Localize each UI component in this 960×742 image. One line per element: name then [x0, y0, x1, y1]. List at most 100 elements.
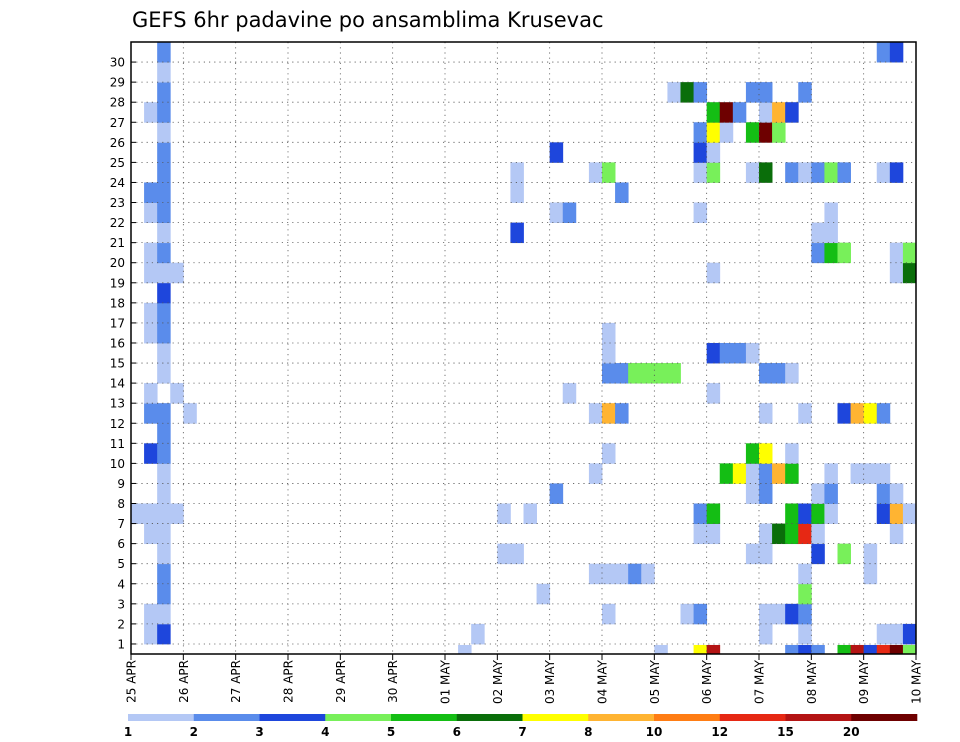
legend-label: 20: [843, 725, 860, 739]
heatmap-cell: [811, 523, 825, 545]
y-tick-label: 25: [110, 156, 125, 170]
heatmap-cell: [876, 623, 891, 645]
y-tick-label: 7: [117, 517, 125, 531]
heatmap-cell: [549, 202, 564, 223]
x-tick-label: 29 APR: [334, 660, 348, 703]
y-tick-label: 29: [110, 76, 125, 90]
heatmap-cell: [876, 483, 891, 504]
heatmap-cell: [549, 142, 564, 163]
heatmap-cell: [798, 583, 812, 605]
heatmap-cell: [745, 122, 760, 143]
heatmap-cell: [693, 142, 708, 163]
heatmap-cell: [811, 242, 825, 264]
legend-swatch: [193, 714, 260, 721]
heatmap-cell: [562, 383, 577, 404]
heatmap-cell: [588, 162, 603, 183]
heatmap-cell: [157, 403, 171, 424]
heatmap-cell: [667, 363, 681, 384]
heatmap-cell: [144, 202, 158, 223]
legend-label: 7: [518, 725, 526, 739]
heatmap-cell: [706, 162, 721, 183]
legend-swatch: [719, 714, 786, 721]
heatmap-cell: [510, 222, 524, 244]
heatmap-cell: [157, 322, 171, 344]
heatmap-cell: [157, 102, 171, 123]
heatmap-cell: [785, 443, 799, 464]
heatmap-cell: [602, 342, 616, 364]
heatmap-cell: [706, 102, 721, 123]
heatmap-cell: [157, 42, 171, 63]
x-axis-tick-labels: 25 APR 26 APR 27 APR 28 APR 29 APR 30 APR 01 M…: [125, 654, 924, 704]
heatmap-cell: [144, 182, 158, 203]
x-tick-label: 06 MAY: [700, 659, 714, 704]
heatmap-cell: [654, 363, 668, 384]
heatmap-cell: [471, 623, 485, 645]
heatmap-cell: [902, 242, 917, 264]
y-tick-label: 11: [110, 437, 125, 451]
heatmap-cell: [628, 363, 642, 384]
heatmap-cell: [837, 403, 851, 424]
heatmap-cell: [745, 82, 760, 103]
legend-label: 10: [646, 725, 663, 739]
y-tick-label: 27: [110, 116, 125, 130]
y-tick-label: 30: [110, 56, 125, 70]
heatmap-cell: [785, 102, 799, 123]
heatmap-cell: [876, 503, 891, 524]
heatmap-cell: [759, 463, 773, 484]
heatmap-cell: [759, 603, 773, 625]
heatmap-cell: [157, 222, 171, 244]
heatmap-cell: [144, 603, 158, 625]
y-tick-label: 20: [110, 256, 125, 270]
heatmap-cell: [602, 322, 616, 344]
heatmap-cell: [837, 242, 851, 264]
heatmap-cell: [157, 162, 171, 183]
legend-swatch: [851, 714, 918, 721]
heatmap-cell: [759, 363, 773, 384]
heatmap-cell: [824, 483, 838, 504]
heatmap-cell: [876, 463, 891, 484]
heatmap-cell: [785, 523, 799, 545]
heatmap-cell: [719, 122, 734, 143]
chart-title: GEFS 6hr padavine po ansamblima Krusevac: [132, 8, 604, 32]
heatmap-cell: [680, 82, 694, 103]
heatmap-cell: [693, 202, 708, 223]
heatmap-cell: [536, 583, 551, 605]
heatmap-cell: [523, 503, 537, 524]
bottom-strip-cell: [902, 644, 917, 654]
heatmap-cell: [144, 322, 158, 344]
heatmap-cell: [157, 483, 171, 504]
legend-label: 12: [711, 725, 728, 739]
x-tick-label: 05 MAY: [648, 659, 662, 704]
heatmap-cell: [170, 262, 184, 284]
bottom-strip-cell: [706, 644, 721, 654]
heatmap-cell: [863, 543, 878, 565]
heatmap-cell: [811, 162, 825, 183]
y-tick-label: 4: [117, 577, 125, 591]
heatmap-cell: [759, 403, 773, 424]
heatmap-cell: [759, 443, 773, 464]
heatmap-cell: [693, 82, 708, 103]
heatmap-cell: [811, 503, 825, 524]
heatmap-cell: [157, 242, 171, 264]
heatmap-cell: [157, 363, 171, 384]
legend-label: 4: [321, 725, 329, 739]
heatmap-cell: [615, 182, 629, 203]
heatmap-cell: [157, 523, 171, 545]
heatmap-cell: [693, 603, 708, 625]
heatmap-cell: [157, 62, 171, 83]
heatmap-cell: [157, 182, 171, 203]
heatmap-cell: [798, 503, 812, 524]
y-tick-label: 9: [117, 477, 125, 491]
heatmap-cell: [510, 543, 524, 565]
heatmap-cell: [602, 563, 616, 585]
heatmap-cell: [759, 162, 773, 183]
heatmap-cell: [902, 623, 917, 645]
heatmap-cell: [157, 423, 171, 444]
y-tick-label: 14: [110, 377, 125, 391]
heatmap-cell: [745, 543, 760, 565]
heatmap-cell: [759, 523, 773, 545]
heatmap-cell: [157, 563, 171, 585]
heatmap-cell: [588, 563, 603, 585]
heatmap-cell: [157, 202, 171, 223]
heatmap-cell: [706, 523, 721, 545]
